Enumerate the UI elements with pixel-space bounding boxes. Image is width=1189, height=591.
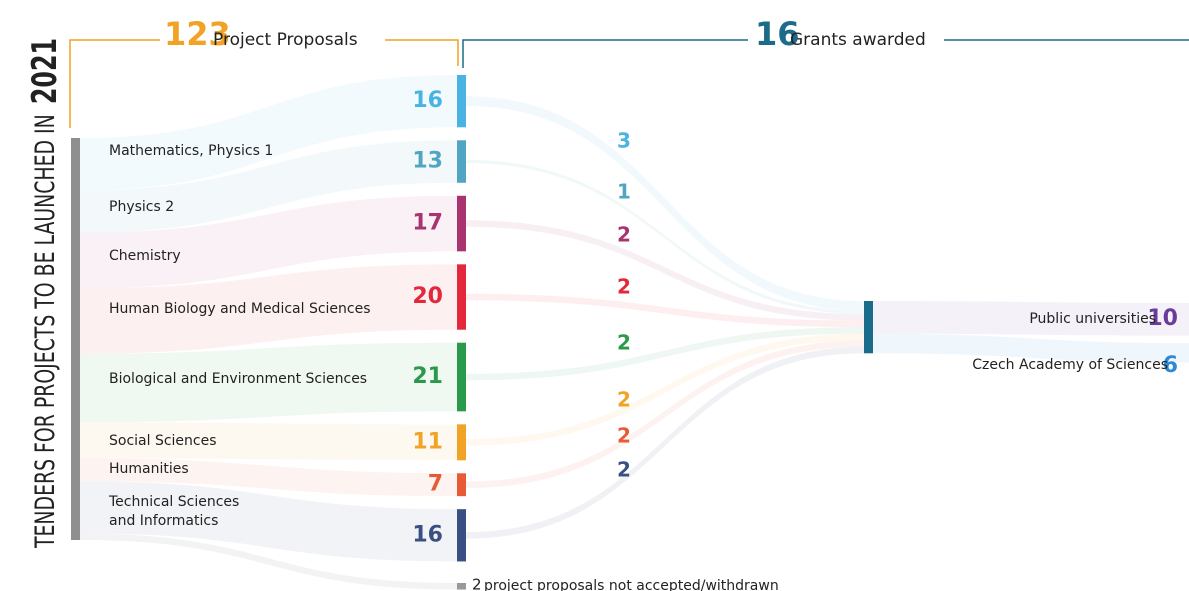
- grant-value: 3: [617, 129, 631, 153]
- proposal-value: 16: [412, 88, 443, 113]
- bracket-left: [69, 39, 160, 128]
- category-label: Mathematics, Physics 1: [109, 143, 274, 159]
- grant-value: 2: [617, 331, 631, 355]
- category-label: Human Biology and Medical Sciences: [109, 301, 371, 317]
- category-label: Technical Sciences and Informatics: [109, 494, 240, 529]
- category-label: Social Sciences: [109, 433, 217, 449]
- proposal-value: 13: [412, 149, 443, 174]
- grant-flow: [466, 96, 864, 311]
- proposal-flow: [80, 342, 457, 423]
- grant-flow: [466, 327, 864, 381]
- bracket-left: [385, 39, 459, 66]
- grant-flow: [466, 293, 864, 328]
- grant-value: 2: [617, 223, 631, 247]
- proposal-bar: [457, 473, 466, 497]
- proposal-bar: [457, 509, 466, 562]
- grant-flow: [466, 159, 864, 315]
- category-label: Chemistry: [109, 248, 181, 264]
- proposal-flow: [80, 422, 457, 461]
- proposal-bar: [457, 264, 466, 330]
- proposal-value: 16: [412, 522, 443, 547]
- category-label: Physics 2: [109, 199, 175, 215]
- proposal-value: 17: [412, 211, 443, 236]
- category-label: Humanities: [109, 461, 189, 477]
- proposal-flow: [80, 264, 457, 354]
- title-prefix: TENDERS FOR PROJECTS TO BE LAUNCHED IN: [30, 114, 61, 548]
- withdrawn-mark: [457, 583, 466, 590]
- total-label: Project Proposals: [213, 30, 358, 50]
- grant-value: 2: [617, 275, 631, 299]
- withdrawn-value: 2: [472, 576, 482, 591]
- destination-flow: [873, 333, 1189, 363]
- grant-flow: [466, 340, 864, 488]
- destination-label: Czech Academy of Sciences: [972, 357, 1168, 373]
- grant-flow: [466, 333, 864, 446]
- proposal-flow: [80, 75, 457, 191]
- grant-value: 1: [617, 180, 631, 204]
- title-year: 2021: [25, 38, 65, 104]
- proposal-bar: [457, 424, 466, 461]
- proposal-value: 7: [428, 472, 443, 497]
- proposal-bar: [457, 195, 466, 252]
- grants-number: 16: [755, 15, 800, 53]
- grant-value: 2: [617, 424, 631, 448]
- grants-node: [864, 301, 873, 354]
- proposal-flow: [80, 458, 457, 497]
- proposal-value: 21: [412, 364, 443, 389]
- proposal-flow: [80, 195, 457, 289]
- destination-value: 6: [1163, 353, 1178, 378]
- withdrawn-label: project proposals not accepted/withdrawn: [484, 578, 779, 591]
- destination-value: 10: [1147, 306, 1178, 331]
- bracket-right: [462, 39, 748, 68]
- withdrawn-flow: [80, 533, 457, 590]
- proposal-bar: [457, 342, 466, 412]
- total-bar: [71, 138, 80, 540]
- destination-label: Public universities: [1029, 311, 1156, 327]
- grant-flow: [466, 346, 864, 539]
- proposal-bar: [457, 140, 466, 183]
- proposal-flow: [80, 140, 457, 233]
- destination-flow: [873, 301, 1189, 336]
- category-label: Biological and Environment Sciences: [109, 371, 368, 387]
- proposal-value: 20: [412, 284, 443, 309]
- proposal-bar: [457, 75, 466, 128]
- grant-value: 2: [617, 458, 631, 482]
- grant-value: 2: [617, 388, 631, 412]
- proposal-value: 11: [412, 429, 443, 454]
- vertical-title: TENDERS FOR PROJECTS TO BE LAUNCHED IN 2…: [25, 38, 65, 549]
- grants-label: Grants awarded: [790, 30, 926, 50]
- grant-flow: [466, 220, 864, 321]
- proposal-flow: [80, 481, 457, 562]
- total-number: 123: [164, 15, 231, 53]
